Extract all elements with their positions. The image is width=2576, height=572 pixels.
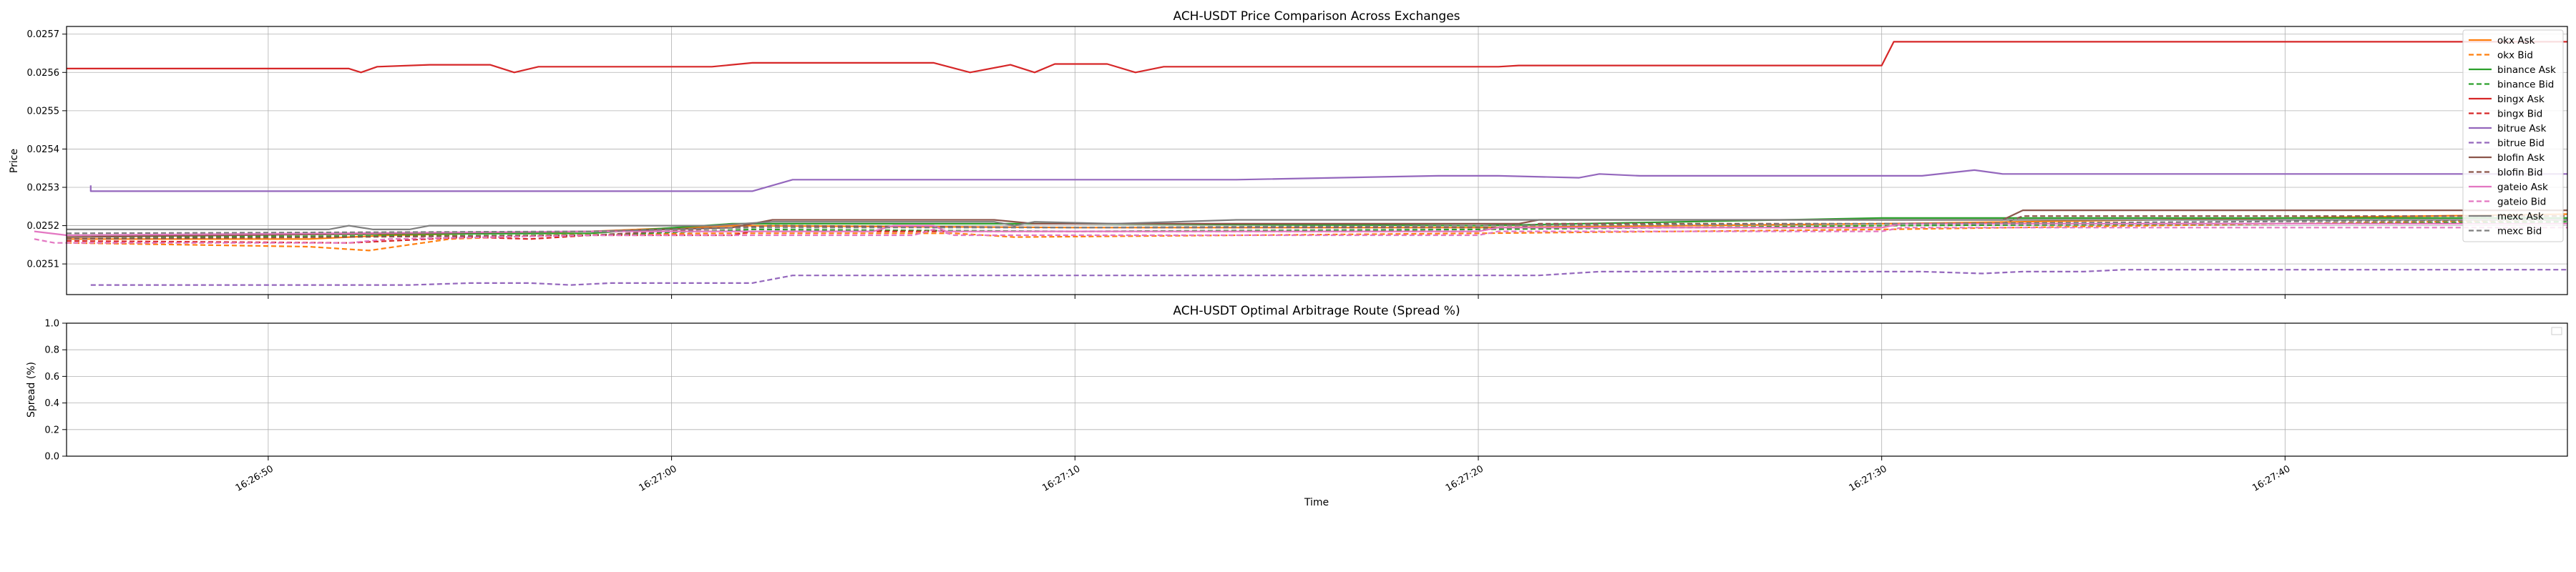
price-chart-y-ticks: 0.0251 0.0252 0.0253 0.0254 0.0255 0.0256 0.02… [27,29,67,270]
spread-chart-frame [66,322,2568,457]
series-line-okx-bid [66,219,2568,252]
legend-label: bitrue Ask [2497,123,2547,134]
legend-label: blofin Bid [2497,167,2543,179]
price-chart-x-ticks [268,295,2285,299]
series-line-bitrue-bid [90,269,2567,286]
legend-label: bingx Ask [2497,94,2545,105]
price-chart-series [34,41,2568,286]
series-line-mexc-ask [67,219,2567,230]
y-tick-label: 0.4 [44,398,59,409]
y-tick-label: 0.0251 [27,260,60,270]
legend-label: mexc Bid [2497,226,2542,237]
spread-chart-y-axis-label: Spread (%) [26,362,37,418]
y-tick-label: 0.8 [44,345,59,356]
price-chart-plot-area [67,26,2567,295]
series-line-gateio-bid [34,227,2567,244]
y-tick-label: 0.0254 [27,144,60,155]
price-chart-grid [67,26,2567,295]
y-tick-label: 0.6 [44,372,59,383]
y-tick-label: 0.0 [44,452,59,463]
y-tick-label: 0.0255 [27,106,60,117]
spread-chart-plot-area [67,323,2567,456]
price-chart-title: ACH-USDT Price Comparison Across Exchang… [1173,9,1460,24]
legend-label: binance Ask [2497,64,2556,76]
legend-label: mexc Ask [2497,211,2544,222]
legend-label: bingx Bid [2497,109,2542,120]
legend-label: okx Bid [2497,50,2533,61]
y-tick-label: 0.2 [44,425,59,435]
series-line-bitrue-ask [89,169,2567,192]
legend-label: okx Ask [2497,35,2535,46]
price-chart-legend: okx Ask okx Bid binance Ask binance Bid bing… [2462,29,2564,242]
y-tick-label: 1.0 [44,319,59,330]
y-tick-label: 0.0252 [27,221,60,232]
y-tick-label: 0.0257 [27,29,60,40]
legend-label: gateio Ask [2497,182,2548,193]
legend-label: blofin Ask [2497,152,2545,164]
series-line-mexc-bid [66,219,2568,235]
price-comparison-chart: 0.0251 0.0252 0.0253 0.0254 0.0255 0.0256 0.02… [9,9,2568,299]
spread-chart-title: ACH-USDT Optimal Arbitrage Route (Spread… [1173,304,1460,318]
series-line-bingx-ask [67,41,2567,74]
legend-label: binance Bid [2497,79,2554,91]
legend-label: gateio Bid [2497,197,2546,208]
y-tick-label: 0.0256 [27,68,60,79]
legend-box [2462,29,2564,242]
spread-chart-x-axis-label: Time [1304,497,1329,508]
price-chart-frame [66,26,2568,295]
legend-label: bitrue Bid [2497,138,2545,149]
spread-chart-y-ticks: 0.0 0.2 0.4 0.6 0.8 1.0 [44,319,67,463]
price-chart-y-axis-label: Price [9,149,20,173]
y-tick-label: 0.0253 [27,183,60,194]
spread-chart-empty-legend [2551,327,2562,335]
